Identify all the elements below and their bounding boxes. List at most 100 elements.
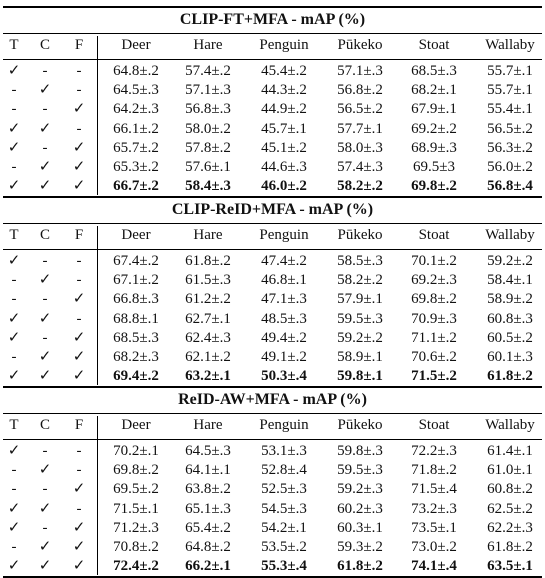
- flag-cell: -: [76, 253, 82, 269]
- value-cell: 67.9±.1: [411, 101, 457, 118]
- value-cell: 47.4±.2: [261, 253, 307, 269]
- column-header: Hare: [193, 417, 223, 433]
- value-cell: 62.5±.2: [487, 500, 533, 517]
- table-rule: [3, 413, 542, 414]
- value-cell: 58.0±.2: [185, 120, 231, 137]
- flag-header: T: [9, 417, 19, 433]
- value-cell: 59.8±.3: [337, 443, 383, 459]
- flag-cell: ✓: [38, 368, 52, 385]
- flag-cell: ✓: [7, 253, 21, 269]
- value-cell: 55.7±.1: [487, 63, 533, 79]
- value-cell: 58.9±.2: [487, 291, 533, 308]
- value-cell: 61.8±.2: [487, 368, 533, 385]
- table-row: ✓ ✓ ✓ 69.4±.2 63.2±.1 50.3±.4 59.8±.1 71.5±.2 61…: [0, 367, 545, 386]
- table-row: - ✓ ✓ 70.8±.2 64.8±.2 53.5±.2 59.3±.2 73.0±.2 61…: [0, 538, 545, 557]
- value-cell: 69.2±.2: [411, 120, 457, 137]
- flag-cell: ✓: [72, 368, 86, 385]
- value-cell: 58.2±.2: [337, 178, 383, 195]
- value-cell: 58.9±.1: [337, 349, 383, 365]
- value-cell: 60.1±.3: [487, 349, 533, 365]
- flag-header: C: [39, 37, 50, 53]
- value-cell: 63.2±.1: [185, 368, 231, 385]
- value-cell: 68.2±.3: [113, 349, 159, 365]
- value-cell: 60.8±.2: [487, 481, 533, 498]
- flag-cell: -: [76, 462, 82, 479]
- value-cell: 59.2±.2: [487, 253, 533, 269]
- flag-cell: ✓: [7, 329, 21, 346]
- table-row: ✓ - ✓ 71.2±.3 65.4±.2 54.2±.1 60.3±.1 73.5±.1 62…: [0, 519, 545, 538]
- value-cell: 49.4±.2: [261, 329, 307, 346]
- value-cell: 68.9±.3: [411, 139, 457, 156]
- value-cell: 59.5±.3: [337, 462, 383, 479]
- flag-cell: -: [76, 500, 82, 517]
- flag-cell: -: [42, 291, 48, 308]
- flag-cell: ✓: [72, 139, 86, 156]
- value-cell: 61.4±.1: [487, 443, 533, 459]
- value-cell: 48.5±.3: [261, 310, 307, 327]
- column-header: Wallaby: [485, 227, 535, 243]
- value-cell: 62.4±.3: [185, 329, 231, 346]
- table-row: ✓ - - 70.2±.1 64.5±.3 53.1±.3 59.8±.3 72.2±.3 61…: [0, 442, 545, 461]
- column-header: Deer: [121, 227, 151, 243]
- header-row: T C F Deer Hare Penguin Pūkeko Stoat Wallaby: [0, 36, 545, 55]
- value-cell: 56.8±.4: [487, 178, 533, 195]
- value-cell: 73.0±.2: [411, 539, 457, 555]
- flag-cell: ✓: [72, 329, 86, 346]
- column-header: Penguin: [259, 227, 309, 243]
- value-cell: 45.7±.1: [261, 120, 307, 137]
- value-cell: 57.4±.3: [337, 159, 383, 175]
- value-cell: 72.4±.2: [113, 558, 159, 575]
- value-cell: 65.7±.2: [113, 139, 159, 156]
- table-row: - ✓ - 67.1±.2 61.5±.3 46.8±.1 58.2±.2 69.2±.3 58…: [0, 271, 545, 290]
- column-header: Deer: [121, 37, 151, 53]
- flag-cell: -: [11, 539, 17, 555]
- value-cell: 45.1±.2: [261, 139, 307, 156]
- flag-cell: ✓: [7, 558, 21, 575]
- value-cell: 71.5±.2: [411, 368, 457, 385]
- flag-cell: ✓: [7, 139, 21, 156]
- value-cell: 72.2±.3: [411, 443, 457, 459]
- flag-cell: ✓: [38, 120, 52, 137]
- value-cell: 64.8±.2: [185, 539, 231, 555]
- flag-cell: ✓: [38, 272, 52, 289]
- value-cell: 61.8±.2: [337, 558, 383, 575]
- value-cell: 71.2±.3: [113, 519, 159, 536]
- value-cell: 69.4±.2: [113, 368, 159, 385]
- flag-cell: -: [76, 120, 82, 137]
- flag-cell: ✓: [72, 539, 86, 555]
- flag-cell: -: [11, 291, 17, 308]
- column-header: Stoat: [418, 417, 450, 433]
- flag-cell: ✓: [38, 462, 52, 479]
- section-title: ReID-AW+MFA - mAP (%): [178, 391, 367, 408]
- value-cell: 70.8±.2: [113, 539, 159, 555]
- flag-cell: -: [42, 329, 48, 346]
- flag-cell: ✓: [72, 349, 86, 365]
- value-cell: 56.0±.2: [487, 159, 533, 175]
- value-cell: 44.3±.2: [261, 82, 307, 99]
- flag-cell: -: [11, 462, 17, 479]
- flag-cell: -: [42, 139, 48, 156]
- value-cell: 60.2±.3: [337, 500, 383, 517]
- column-separator: [97, 416, 98, 576]
- value-cell: 67.4±.2: [113, 253, 159, 269]
- flag-header: C: [39, 417, 50, 433]
- flag-cell: -: [42, 519, 48, 536]
- value-cell: 66.1±.2: [113, 120, 159, 137]
- value-cell: 58.4±.3: [185, 178, 231, 195]
- flag-cell: -: [11, 101, 17, 118]
- flag-cell: ✓: [72, 291, 86, 308]
- value-cell: 59.5±.3: [337, 310, 383, 327]
- flag-header: F: [74, 227, 84, 243]
- flag-header: C: [39, 227, 50, 243]
- flag-cell: -: [11, 82, 17, 99]
- table-row: - ✓ ✓ 65.3±.2 57.6±.1 44.6±.3 57.4±.3 69.5±3 56.…: [0, 158, 545, 177]
- value-cell: 69.2±.3: [411, 272, 457, 289]
- value-cell: 68.2±.1: [411, 82, 457, 99]
- value-cell: 63.8±.2: [185, 481, 231, 498]
- flag-cell: ✓: [38, 310, 52, 327]
- value-cell: 73.2±.3: [411, 500, 457, 517]
- table-row: - ✓ - 64.5±.3 57.1±.3 44.3±.2 56.8±.2 68.2±.1 55…: [0, 81, 545, 100]
- table-row: ✓ ✓ ✓ 66.7±.2 58.4±.3 46.0±.2 58.2±.2 69.8±.2 56…: [0, 177, 545, 196]
- value-cell: 61.8±.2: [487, 539, 533, 555]
